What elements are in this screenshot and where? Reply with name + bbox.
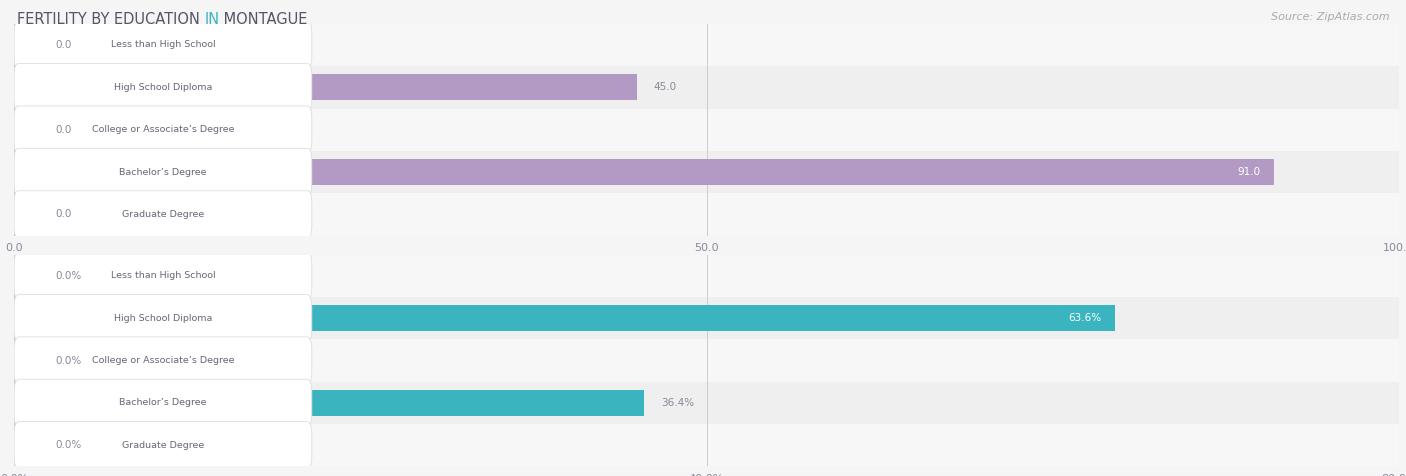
FancyBboxPatch shape bbox=[14, 252, 312, 299]
Bar bbox=[14, 193, 1399, 236]
Text: 91.0: 91.0 bbox=[1237, 167, 1261, 177]
Bar bbox=[14, 159, 1274, 185]
Text: Graduate Degree: Graduate Degree bbox=[122, 441, 204, 450]
FancyBboxPatch shape bbox=[14, 149, 312, 196]
FancyBboxPatch shape bbox=[14, 21, 312, 69]
Text: 36.4%: 36.4% bbox=[661, 398, 695, 408]
Text: 0.0%: 0.0% bbox=[56, 440, 82, 450]
Text: Bachelor’s Degree: Bachelor’s Degree bbox=[120, 168, 207, 177]
Text: FERTILITY BY EDUCATION: FERTILITY BY EDUCATION bbox=[17, 12, 204, 27]
Bar bbox=[14, 255, 1399, 297]
Bar bbox=[14, 32, 39, 58]
Bar bbox=[14, 74, 39, 100]
Bar bbox=[14, 339, 1399, 382]
Text: Less than High School: Less than High School bbox=[111, 40, 215, 50]
FancyBboxPatch shape bbox=[14, 337, 312, 384]
FancyBboxPatch shape bbox=[14, 106, 312, 153]
Bar bbox=[14, 305, 1115, 331]
Text: MONTAGUE: MONTAGUE bbox=[219, 12, 308, 27]
Text: 0.0: 0.0 bbox=[56, 209, 72, 219]
Text: Less than High School: Less than High School bbox=[111, 271, 215, 280]
Text: 45.0: 45.0 bbox=[654, 82, 678, 92]
Text: IN: IN bbox=[204, 12, 219, 27]
Text: 63.6%: 63.6% bbox=[1069, 313, 1101, 323]
Bar bbox=[14, 151, 1399, 193]
Text: 0.0%: 0.0% bbox=[56, 271, 82, 281]
Text: 0.0: 0.0 bbox=[56, 125, 72, 135]
Text: Source: ZipAtlas.com: Source: ZipAtlas.com bbox=[1271, 12, 1389, 22]
FancyBboxPatch shape bbox=[14, 191, 312, 238]
Text: 0.0: 0.0 bbox=[56, 40, 72, 50]
Bar bbox=[14, 305, 39, 331]
FancyBboxPatch shape bbox=[14, 379, 312, 426]
Text: High School Diploma: High School Diploma bbox=[114, 314, 212, 323]
Text: College or Associate’s Degree: College or Associate’s Degree bbox=[91, 356, 235, 365]
Text: Bachelor’s Degree: Bachelor’s Degree bbox=[120, 398, 207, 407]
Bar bbox=[14, 74, 637, 100]
Bar bbox=[14, 117, 39, 143]
Bar bbox=[14, 390, 644, 416]
Text: Graduate Degree: Graduate Degree bbox=[122, 210, 204, 219]
Bar bbox=[14, 159, 39, 185]
FancyBboxPatch shape bbox=[14, 295, 312, 342]
Bar bbox=[14, 424, 1399, 466]
Bar bbox=[14, 263, 39, 289]
Text: 0.0%: 0.0% bbox=[56, 356, 82, 366]
Bar bbox=[14, 201, 39, 228]
Bar bbox=[14, 24, 1399, 66]
FancyBboxPatch shape bbox=[14, 64, 312, 111]
Text: High School Diploma: High School Diploma bbox=[114, 83, 212, 92]
FancyBboxPatch shape bbox=[14, 422, 312, 469]
Bar bbox=[14, 297, 1399, 339]
Bar bbox=[14, 109, 1399, 151]
Bar bbox=[14, 382, 1399, 424]
Bar bbox=[14, 432, 39, 458]
Bar bbox=[14, 66, 1399, 109]
Bar bbox=[14, 347, 39, 374]
Text: College or Associate’s Degree: College or Associate’s Degree bbox=[91, 125, 235, 134]
Bar bbox=[14, 390, 39, 416]
